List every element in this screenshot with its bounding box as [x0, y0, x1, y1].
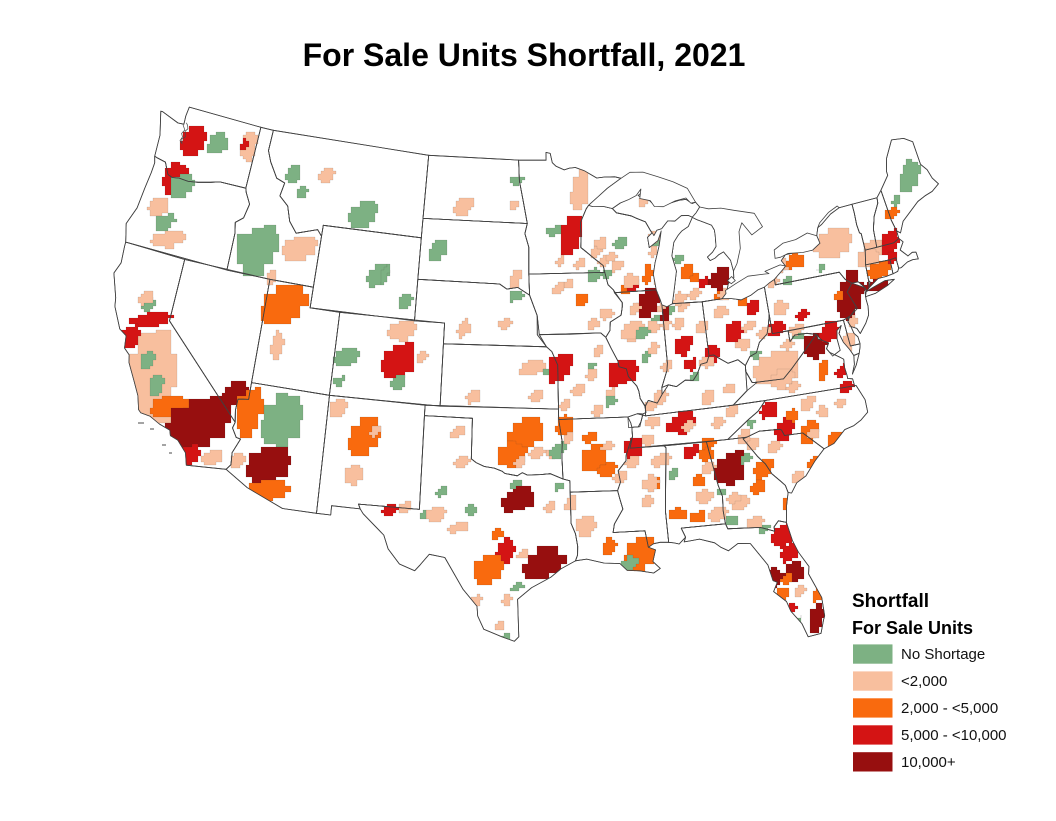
svg-text:<2,000: <2,000 — [901, 673, 947, 690]
svg-text:For Sale Units Shortfall, 2021: For Sale Units Shortfall, 2021 — [303, 37, 746, 73]
svg-text:For Sale Units: For Sale Units — [852, 618, 973, 638]
svg-text:10,000+: 10,000+ — [901, 754, 956, 771]
svg-text:Shortfall: Shortfall — [852, 591, 929, 612]
svg-text:2,000 - <5,000: 2,000 - <5,000 — [901, 700, 998, 717]
svg-text:5,000 - <10,000: 5,000 - <10,000 — [901, 727, 1007, 744]
svg-text:No Shortage: No Shortage — [901, 646, 985, 663]
